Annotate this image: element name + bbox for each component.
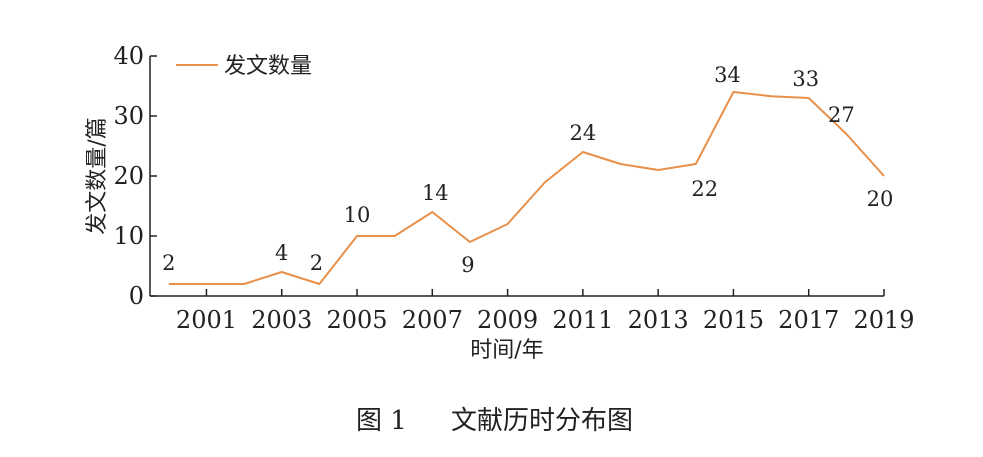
series-line (168, 91, 885, 285)
x-tick-label: 2017 (778, 306, 839, 334)
data-label: 2 (310, 251, 323, 275)
x-tick-label: 2011 (552, 306, 613, 334)
data-label: 14 (422, 181, 449, 205)
y-axis-label: 发文数量/篇 (85, 117, 110, 234)
x-tick-label: 2001 (176, 306, 237, 334)
figure-number: 图 1 (355, 406, 407, 436)
chart-axes (149, 56, 884, 297)
y-tick-label: 0 (129, 282, 144, 310)
x-tick-label: 2009 (477, 306, 538, 334)
x-tick-label: 2003 (251, 306, 312, 334)
chart-legend: 发文数量 (176, 54, 312, 79)
x-axis-label: 时间/年 (470, 338, 543, 363)
x-tick-label: 2013 (628, 306, 689, 334)
data-label: 33 (792, 67, 819, 91)
x-tick-label: 2015 (703, 306, 764, 334)
data-label: 24 (570, 121, 597, 145)
data-label: 10 (344, 203, 371, 227)
x-tick-label: 2019 (853, 306, 914, 334)
x-tick-label: 2007 (402, 306, 463, 334)
y-tick-label: 10 (113, 222, 144, 250)
figure-caption: 图 1 文献历时分布图 (0, 400, 983, 437)
data-label: 2 (162, 251, 175, 275)
x-tick-label: 2005 (326, 306, 387, 334)
legend-label: 发文数量 (224, 54, 312, 79)
y-tick-label: 40 (113, 42, 144, 70)
data-label: 4 (275, 241, 288, 265)
y-tick-label: 30 (113, 102, 144, 130)
chart-series (168, 91, 885, 285)
data-label: 27 (828, 103, 855, 127)
data-label: 34 (714, 63, 741, 87)
data-label: 22 (691, 177, 718, 201)
data-label: 9 (461, 253, 474, 277)
figure-title: 文献历时分布图 (451, 406, 634, 436)
data-label: 20 (867, 187, 894, 211)
y-tick-label: 20 (113, 162, 144, 190)
